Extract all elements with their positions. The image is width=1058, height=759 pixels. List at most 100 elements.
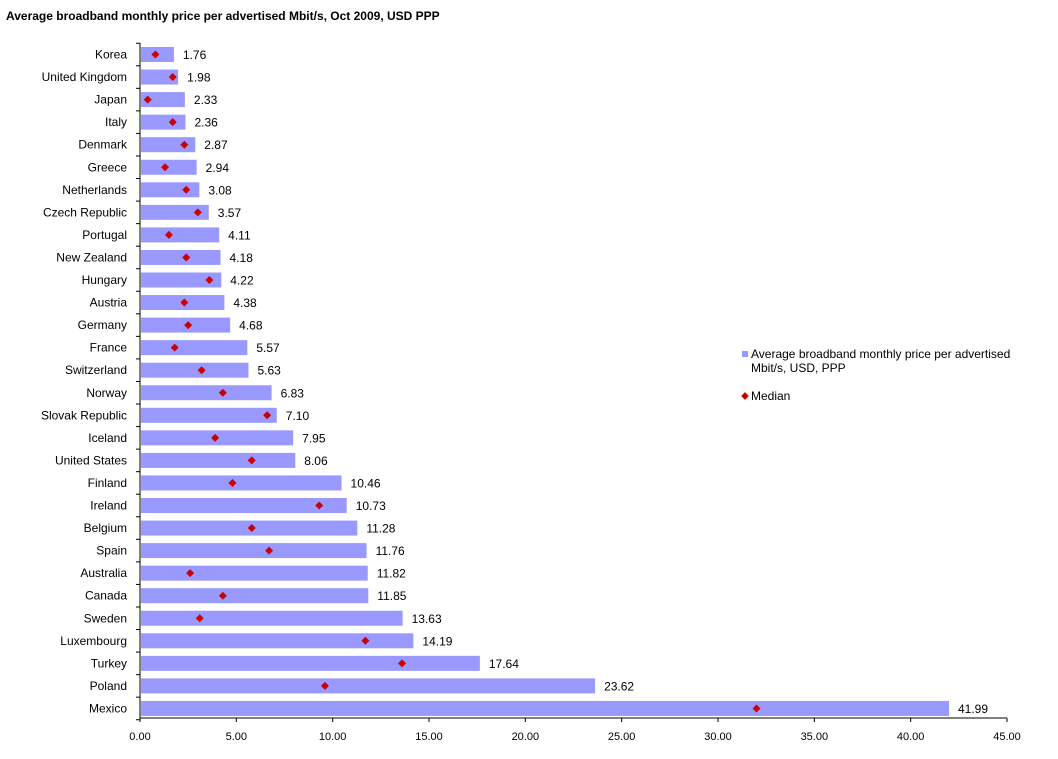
data-label: 5.63 xyxy=(257,364,281,378)
data-label: 1.76 xyxy=(183,48,207,62)
bar xyxy=(141,407,277,423)
median-marker xyxy=(228,478,237,487)
legend-item-median: Median xyxy=(741,389,1042,403)
category-label: Switzerland xyxy=(65,363,127,377)
category-label: Italy xyxy=(105,115,127,129)
bar xyxy=(141,227,220,243)
category-label: Denmark xyxy=(78,138,128,152)
category-label: Germany xyxy=(78,318,127,332)
median-marker xyxy=(247,524,256,533)
category-label: Slovak Republic xyxy=(41,408,127,422)
category-label: Mexico xyxy=(89,701,127,715)
x-tick-label: 30.00 xyxy=(704,731,732,743)
data-label: 2.36 xyxy=(194,116,218,130)
x-tick-label: 5.00 xyxy=(226,731,247,743)
bar xyxy=(141,655,480,671)
median-marker xyxy=(193,208,202,217)
data-label: 6.83 xyxy=(281,386,305,400)
category-label: Australia xyxy=(80,566,127,580)
bar xyxy=(141,204,209,220)
category-label: Portugal xyxy=(82,228,127,242)
median-marker xyxy=(186,569,195,578)
median-marker xyxy=(143,95,152,104)
data-label: 3.57 xyxy=(218,206,242,220)
bar xyxy=(141,340,248,356)
median-marker xyxy=(170,343,179,352)
bar xyxy=(141,452,296,468)
category-label: Luxembourg xyxy=(60,634,127,648)
bar xyxy=(141,475,342,491)
data-label: 1.98 xyxy=(187,71,211,85)
bar xyxy=(141,700,950,716)
data-label: 11.76 xyxy=(376,544,405,558)
median-marker xyxy=(195,614,204,623)
median-marker xyxy=(320,681,329,690)
bar xyxy=(141,182,200,198)
data-label: 10.73 xyxy=(356,499,386,513)
median-marker xyxy=(180,298,189,307)
category-label: Austria xyxy=(90,296,128,310)
x-tick-label: 10.00 xyxy=(319,731,347,743)
legend: Average broadband monthly price per adve… xyxy=(741,347,1042,417)
median-marker xyxy=(205,276,214,284)
median-marker xyxy=(263,411,272,420)
bar xyxy=(141,588,369,604)
bar xyxy=(141,249,221,265)
bar xyxy=(141,362,249,378)
data-label: 23.62 xyxy=(604,679,634,693)
x-tick-label: 0.00 xyxy=(129,731,150,743)
data-label: 13.63 xyxy=(412,612,442,626)
bar xyxy=(141,543,367,559)
median-marker xyxy=(182,185,191,194)
median-marker xyxy=(218,388,227,397)
data-label: 10.46 xyxy=(351,476,381,490)
data-label: 11.85 xyxy=(377,589,406,603)
category-label: Iceland xyxy=(88,431,127,445)
category-label: Netherlands xyxy=(62,183,127,197)
x-tick-label: 35.00 xyxy=(801,731,829,743)
median-marker xyxy=(752,704,761,713)
median-marker xyxy=(247,456,256,465)
data-label: 7.95 xyxy=(302,431,326,445)
median-marker xyxy=(164,230,173,239)
legend-bar-label: Average broadband monthly price per adve… xyxy=(751,347,1011,375)
bar xyxy=(141,565,368,581)
data-label: 11.28 xyxy=(366,522,395,536)
bar xyxy=(141,114,186,130)
data-label: 2.94 xyxy=(206,161,230,175)
bar xyxy=(141,678,596,694)
category-label: Japan xyxy=(94,93,127,107)
category-label: Hungary xyxy=(82,273,127,287)
category-label: Canada xyxy=(85,589,127,603)
legend-median-label: Median xyxy=(751,389,791,403)
data-label: 4.11 xyxy=(228,228,251,242)
x-tick-label: 40.00 xyxy=(897,731,925,743)
legend-bar-swatch xyxy=(742,351,748,357)
data-label: 4.38 xyxy=(233,296,257,310)
data-label: 4.18 xyxy=(230,251,254,265)
data-label: 2.87 xyxy=(204,138,228,152)
category-label: Greece xyxy=(88,160,128,174)
x-tick-label: 25.00 xyxy=(608,731,636,743)
median-marker xyxy=(315,501,324,510)
bar xyxy=(141,498,347,513)
bar xyxy=(141,137,196,153)
data-label: 7.10 xyxy=(286,409,310,423)
median-marker xyxy=(161,163,170,172)
category-label: New Zealand xyxy=(56,250,127,264)
data-label: 41.99 xyxy=(958,702,988,716)
data-label: 5.57 xyxy=(256,341,280,355)
data-label: 17.64 xyxy=(489,657,519,671)
category-label: Ireland xyxy=(90,499,127,513)
bar xyxy=(141,385,272,401)
category-label: Poland xyxy=(90,679,127,693)
bar xyxy=(141,272,222,288)
x-tick-label: 15.00 xyxy=(415,731,443,743)
data-label: 3.08 xyxy=(208,183,232,197)
data-label: 2.33 xyxy=(194,93,218,107)
median-marker xyxy=(197,366,206,375)
category-label: Norway xyxy=(86,386,127,400)
bar xyxy=(141,633,414,649)
median-marker xyxy=(211,433,220,442)
